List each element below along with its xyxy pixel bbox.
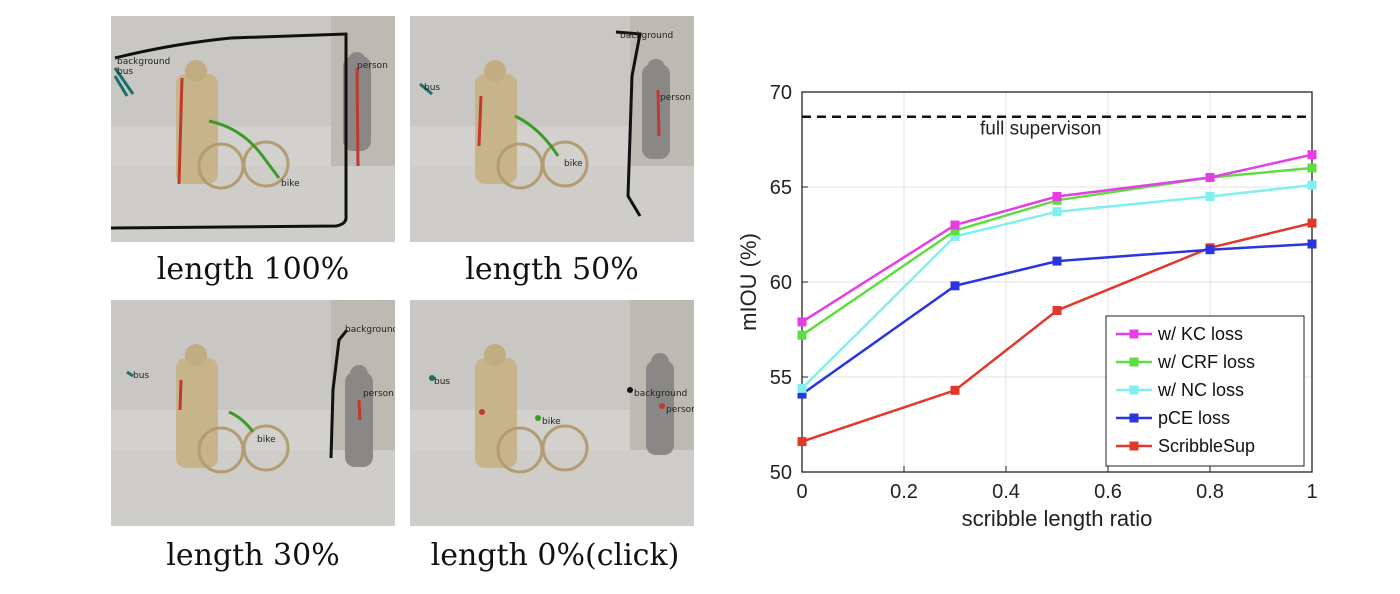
label-background: background	[620, 31, 673, 41]
series-0-point-4	[1307, 150, 1317, 160]
series-3-point-4	[1307, 239, 1317, 249]
legend-label-0: w/ KC loss	[1157, 324, 1243, 344]
y-axis-label: mIOU (%)	[736, 233, 761, 331]
series-3-point-0	[797, 389, 807, 399]
legend-item-4: ScribbleSup	[1116, 436, 1255, 456]
series-4-point-1	[950, 385, 960, 395]
legend-label-1: w/ CRF loss	[1157, 352, 1255, 372]
legend-label-4: ScribbleSup	[1158, 436, 1255, 456]
series-0-point-0	[797, 317, 807, 327]
y-tick-label-0: 50	[770, 462, 792, 484]
full-supervision-label: full supervison	[980, 119, 1101, 140]
label-person: person	[666, 405, 694, 415]
caption-length-0-click: length 0%(click)	[430, 538, 680, 573]
series-0-point-2	[1052, 192, 1062, 201]
label-person: person	[363, 389, 394, 399]
legend-swatch-marker-3	[1129, 413, 1139, 423]
caption-length-100: length 100%	[156, 252, 350, 287]
label-bike: bike	[542, 417, 561, 427]
label-background: background	[117, 57, 170, 67]
series-3-point-2	[1052, 256, 1062, 266]
x-tick-label-1: 0.2	[890, 481, 918, 503]
miou-line-chart: full supervison 0 0.2 0.4 0.6 0.8 1 50 55 60 65 70…	[736, 82, 1318, 531]
series-2	[797, 180, 1317, 393]
caption-length-30: length 30%	[166, 538, 340, 573]
chart-series	[797, 150, 1317, 447]
street-scene-image: background bus person bike	[410, 16, 694, 242]
x-tick-label-5: 1	[1306, 481, 1317, 503]
series-1-point-1	[950, 226, 960, 236]
label-bus: bus	[117, 67, 133, 77]
y-tick-label-4: 70	[770, 82, 792, 104]
street-scene-image: background bus person bike	[410, 300, 694, 526]
legend-swatch-marker-2	[1129, 385, 1139, 395]
panel-length-0-click: background bus person bike	[410, 300, 694, 526]
legend-item-2: w/ NC loss	[1116, 380, 1244, 400]
legend-swatch-marker-0	[1129, 329, 1139, 339]
series-1-point-4	[1307, 163, 1317, 173]
x-tick-label-0: 0	[796, 481, 807, 503]
series-2-point-2	[1052, 207, 1062, 217]
series-0	[797, 150, 1317, 327]
series-line-0	[801, 153, 1313, 323]
series-0-point-3	[1205, 173, 1215, 182]
label-bus: bus	[434, 377, 450, 387]
legend-swatch-marker-1	[1129, 357, 1139, 367]
series-0-point-1	[950, 220, 960, 230]
series-4-point-4	[1307, 218, 1317, 228]
x-tick-label-3: 0.6	[1094, 481, 1122, 503]
x-tick-label-4: 0.8	[1196, 481, 1224, 503]
series-3-point-3	[1205, 245, 1215, 255]
panel-length-50: background bus person bike	[410, 16, 694, 242]
series-1-point-0	[797, 330, 807, 340]
series-2-point-1	[950, 231, 960, 241]
panel-length-100: background bus person bike	[111, 16, 395, 242]
panel-length-30: background bus person bike	[111, 300, 395, 526]
y-tick-label-1: 55	[770, 367, 792, 389]
legend-item-0: w/ KC loss	[1116, 324, 1243, 344]
legend-item-3: pCE loss	[1116, 408, 1230, 428]
caption-length-50: length 50%	[465, 252, 639, 287]
label-bike: bike	[564, 159, 583, 169]
label-bus: bus	[133, 371, 149, 381]
label-person: person	[357, 61, 388, 71]
legend-label-2: w/ NC loss	[1157, 380, 1244, 400]
label-background: background	[634, 389, 687, 399]
label-bike: bike	[257, 435, 276, 445]
label-person: person	[660, 93, 691, 103]
x-axis-label: scribble length ratio	[962, 506, 1153, 531]
x-tick-label-2: 0.4	[992, 481, 1020, 503]
y-tick-label-2: 60	[770, 272, 792, 294]
chart-ticks: 0 0.2 0.4 0.6 0.8 1 50 55 60 65 70	[770, 82, 1318, 503]
label-bike: bike	[281, 179, 300, 189]
series-3	[797, 239, 1317, 399]
legend-label-3: pCE loss	[1158, 408, 1230, 428]
series-2-point-3	[1205, 192, 1215, 201]
legend-item-1: w/ CRF loss	[1116, 352, 1255, 372]
y-tick-label-3: 65	[770, 177, 792, 199]
series-2-point-0	[797, 383, 807, 393]
chart-legend: w/ KC loss w/ CRF loss w/ NC loss pCE loss S…	[1105, 315, 1305, 467]
series-4-point-2	[1052, 306, 1062, 315]
series-2-point-4	[1307, 180, 1317, 190]
legend-swatch-marker-4	[1129, 441, 1139, 451]
label-bus: bus	[424, 83, 440, 93]
street-scene-image: background bus person bike	[111, 16, 395, 242]
series-4-point-0	[797, 437, 807, 447]
street-scene-image: background bus person bike	[111, 300, 395, 526]
label-background: background	[345, 325, 395, 335]
series-3-point-1	[950, 281, 960, 291]
